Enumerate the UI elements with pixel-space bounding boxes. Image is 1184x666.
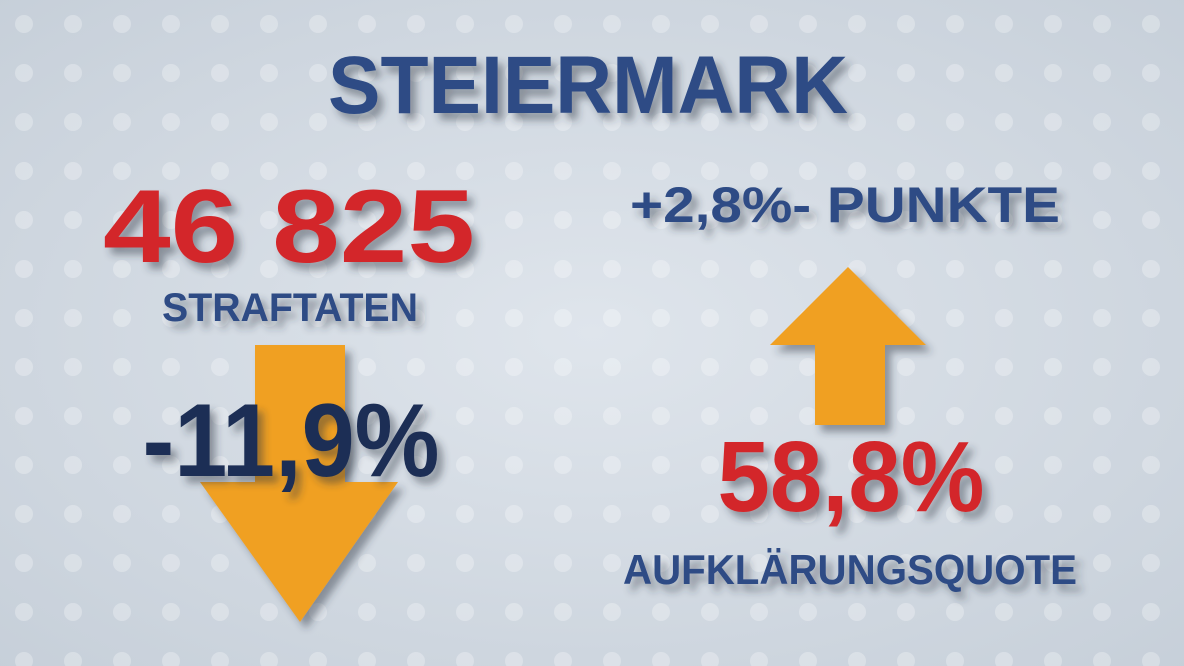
clearance-rate: 58,8% (718, 421, 985, 533)
up-arrow (770, 267, 926, 425)
clearance-label: AUFKLÄRUNGSQUOTE (623, 546, 1077, 593)
crime-count: 46 825 (103, 169, 475, 285)
down-arrow (200, 345, 398, 622)
crime-change: -11,9% (143, 383, 440, 499)
clearance-change: +2,8%- PUNKTE (630, 177, 1060, 233)
title: STEIERMARK (328, 40, 848, 131)
crime-label: STRAFTATEN (162, 286, 418, 330)
